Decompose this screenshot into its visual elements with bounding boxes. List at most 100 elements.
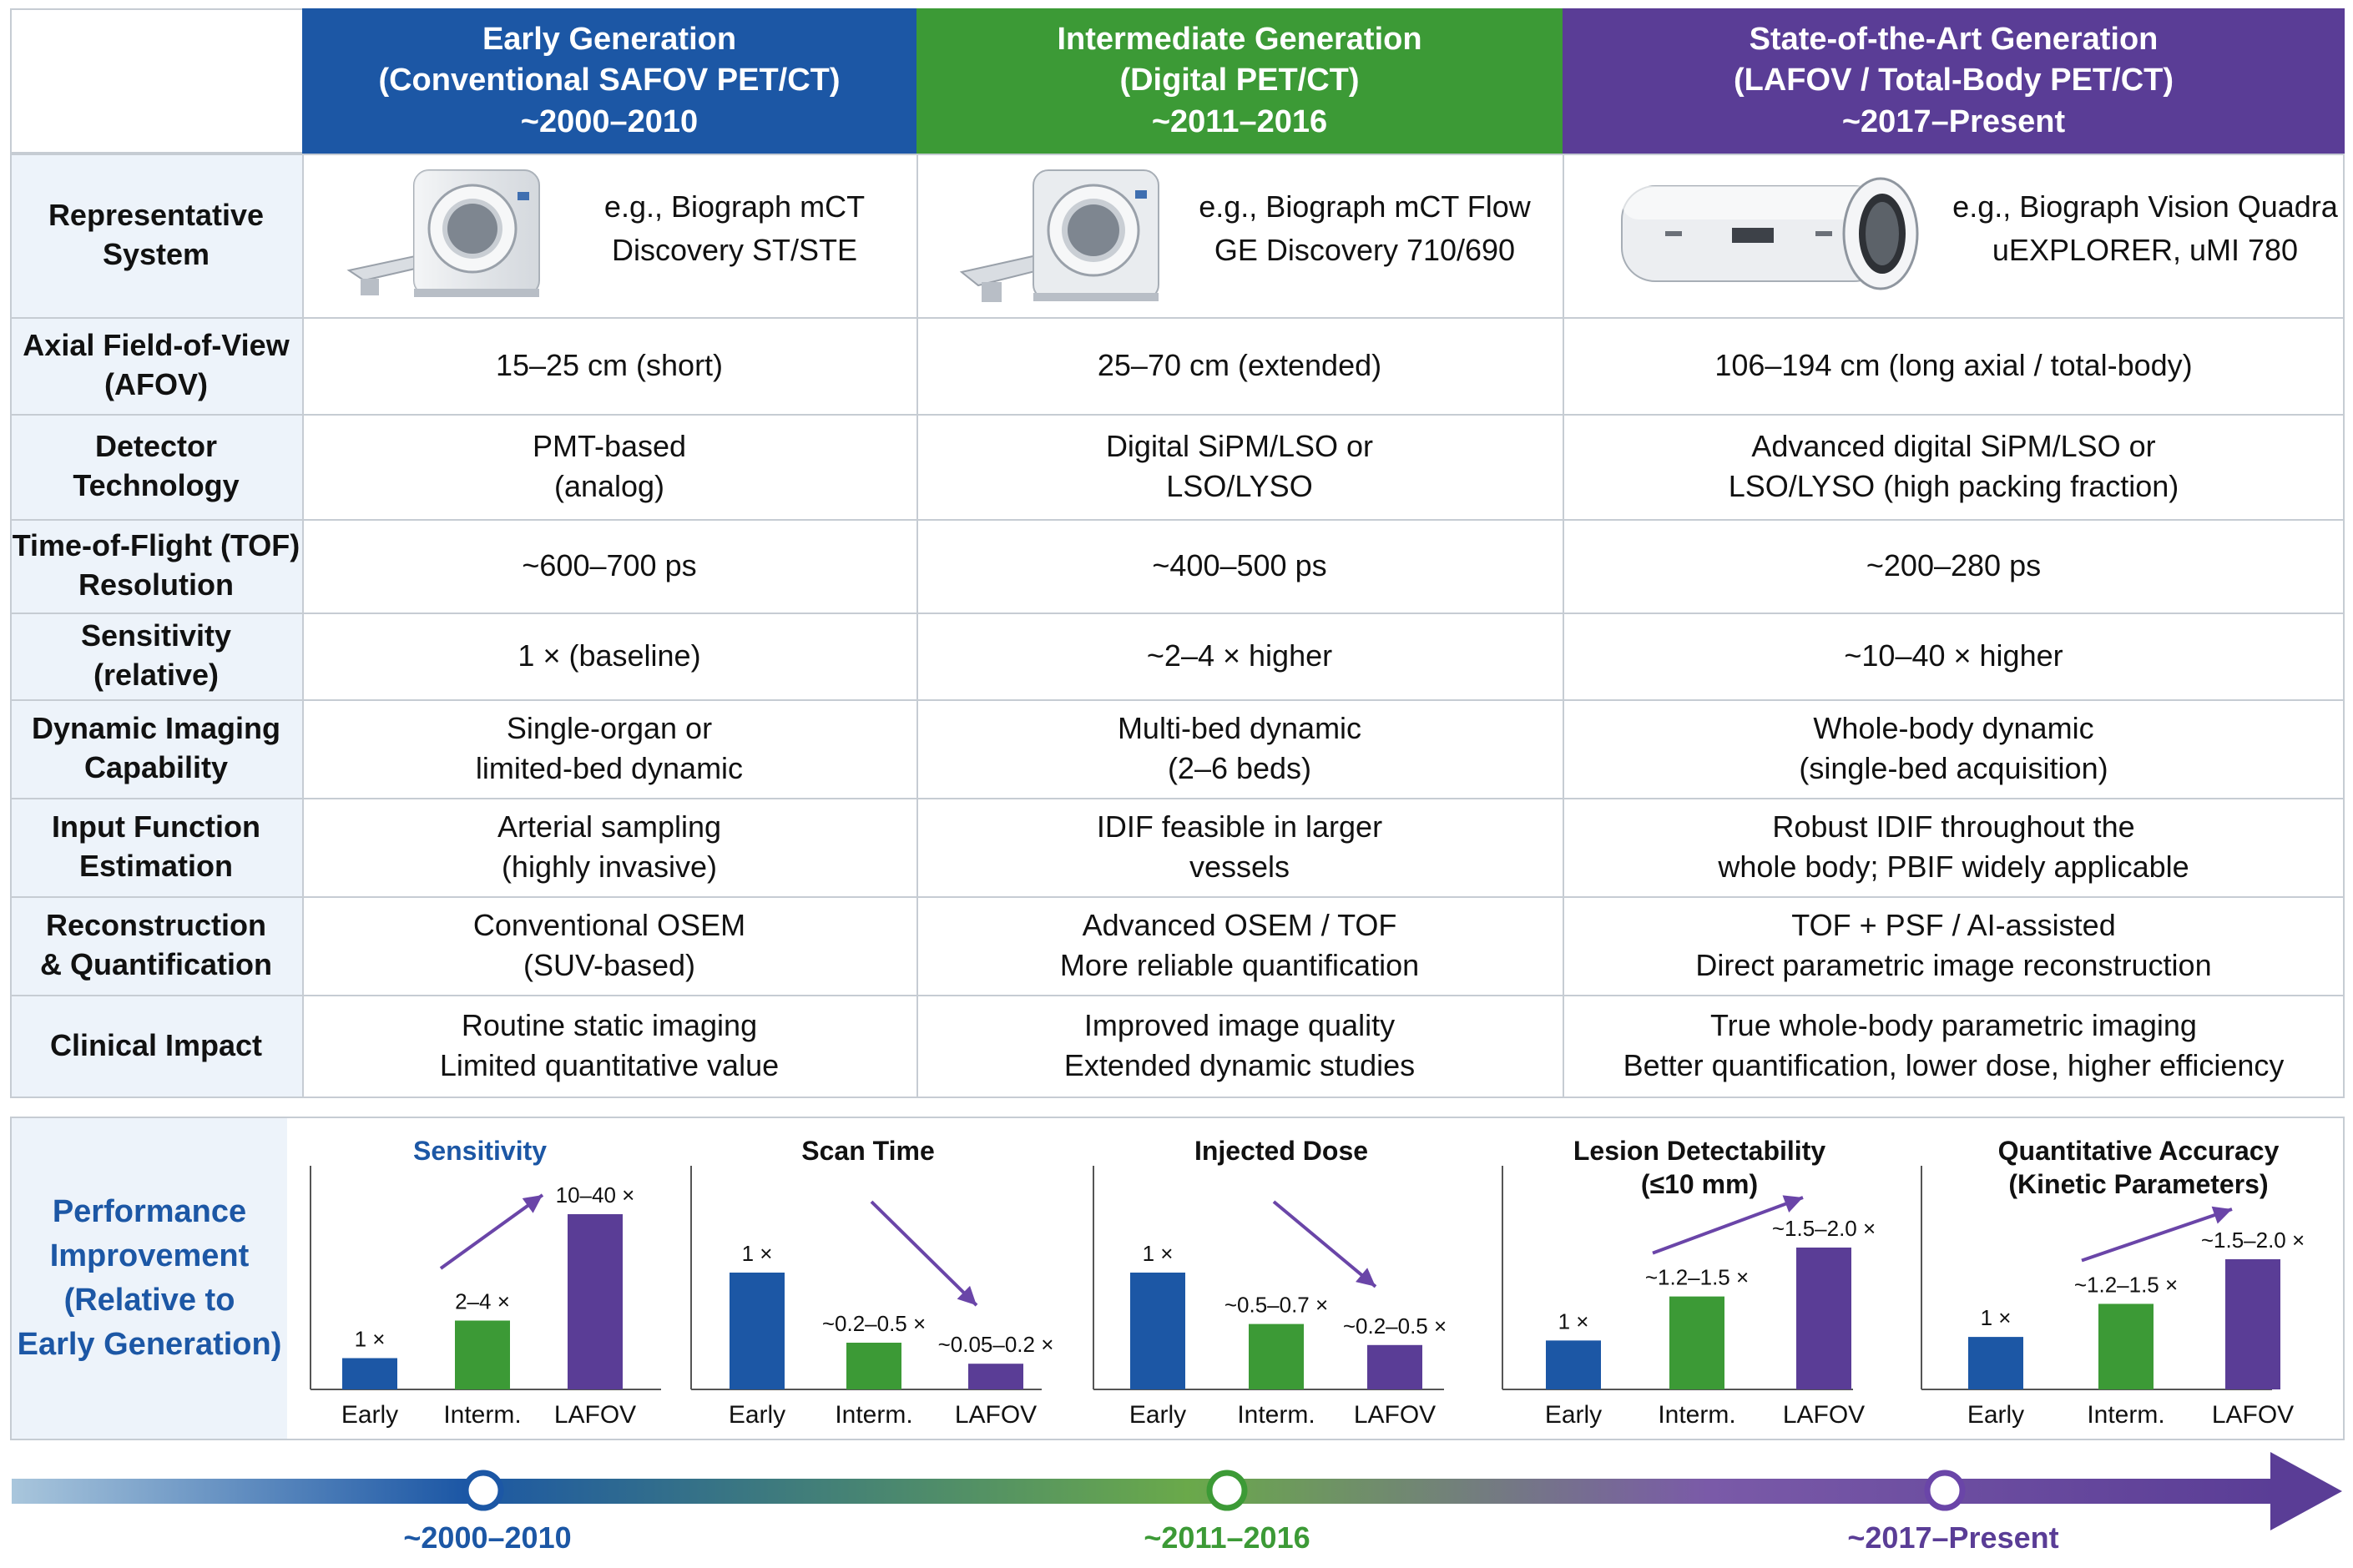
cell-dynamic-intermediate: Multi-bed dynamic (2–6 beds): [916, 699, 1563, 798]
chart-data-label: ~0.5–0.7 ×: [1224, 1293, 1328, 1318]
chart-tick-label: Interm.: [2087, 1401, 2164, 1429]
header-lafov-years: ~2017–Present: [1841, 103, 2066, 139]
cell-line: whole body; PBIF widely applicable: [1718, 850, 2189, 884]
header-intermediate-subtitle: (Digital PET/CT): [1119, 63, 1360, 98]
cell-dynamic-early: Single-organ or limited-bed dynamic: [302, 699, 916, 798]
chart-data-label: 1 ×: [742, 1241, 773, 1266]
header-intermediate: Intermediate Generation (Digital PET/CT)…: [916, 8, 1563, 154]
header-early-years: ~2000–2010: [520, 103, 699, 139]
chart-bar: [1130, 1273, 1185, 1389]
chart-data-label: ~1.2–1.5 ×: [2074, 1272, 2178, 1297]
chart-bar: [1546, 1340, 1601, 1389]
chart-bar: [455, 1320, 510, 1389]
timeline-marker-intermediate: [1206, 1470, 1248, 1511]
cell-line: True whole-body parametric imaging: [1710, 1008, 2197, 1043]
performance-label-line: (Relative to: [63, 1283, 235, 1318]
grid-line: [10, 699, 2345, 701]
cell-line: Arterial sampling: [497, 809, 722, 845]
chart-data-label: 1 ×: [1558, 1308, 1589, 1334]
chart-tick-label: Interm.: [1237, 1401, 1315, 1429]
cell-line: ~200–280 ps: [1866, 548, 2042, 583]
row-label-line: Clinical Impact: [49, 1027, 263, 1062]
performance-label-line: Improvement: [49, 1238, 250, 1273]
chart-bar: [568, 1214, 623, 1389]
row-label-line: Reconstruction: [45, 908, 267, 943]
cell-line: Robust IDIF throughout the: [1772, 809, 2135, 845]
row-label-input-function: Input Function Estimation: [10, 798, 302, 896]
trend-arrow-head: [2211, 1206, 2232, 1224]
row-label-line: System: [102, 237, 210, 271]
header-lafov-subtitle: (LAFOV / Total-Body PET/CT): [1733, 63, 2174, 98]
system-name-line: GE Discovery 710/690: [1214, 233, 1516, 268]
cell-line: More reliable quantification: [1059, 948, 1420, 982]
chart-tick-label: Early: [729, 1401, 785, 1429]
chart-title: Quantitative Accuracy: [1998, 1136, 2280, 1166]
chart-data-label: 2–4 ×: [455, 1289, 510, 1314]
timeline-label-lafov: ~2017–Present: [1847, 1520, 2059, 1555]
system-name-line: e.g., Biograph mCT: [603, 189, 866, 224]
row-label-detector: Detector Technology: [10, 414, 302, 519]
chart-tick-label: Early: [341, 1401, 398, 1429]
performance-label-box: Performance Improvement (Relative to Ear…: [12, 1118, 287, 1439]
chart-data-label: 1 ×: [1143, 1241, 1174, 1266]
cell-line: (analog): [553, 469, 665, 503]
cell-line: (single-bed acquisition): [1799, 751, 2108, 785]
cell-line: Conventional OSEM: [472, 908, 746, 943]
trend-arrow-head: [1356, 1268, 1376, 1287]
header-lafov: State-of-the-Art Generation (LAFOV / Tot…: [1563, 8, 2345, 154]
system-name-line: e.g., Biograph Vision Quadra: [1952, 189, 2338, 224]
row-label-line: & Quantification: [40, 947, 272, 981]
chart-title: (≤10 mm): [1641, 1169, 1758, 1199]
cell-line: Improved image quality: [1083, 1008, 1396, 1043]
row-label-line: Representative: [48, 198, 265, 233]
cell-line: Multi-bed dynamic: [1117, 711, 1362, 746]
row-label-line: Time-of-Flight (TOF): [12, 528, 300, 563]
row-label-line: Input Function: [52, 809, 260, 845]
cell-line: (SUV-based): [523, 948, 696, 982]
chart-tick-label: LAFOV: [1783, 1401, 1865, 1429]
chart-data-label: 1 ×: [1981, 1305, 2012, 1330]
cell-line: Better quantification, lower dose, highe…: [1623, 1048, 2285, 1082]
row-label-afov: Axial Field-of-View (AFOV): [10, 317, 302, 414]
cell-line: 1 × (baseline): [518, 638, 701, 673]
cell-line: (highly invasive): [501, 850, 718, 884]
header-early: Early Generation (Conventional SAFOV PET…: [302, 8, 916, 154]
header-corner: [10, 8, 302, 154]
chart-tick-label: Early: [1967, 1401, 2024, 1429]
chart-tick-label: Interm.: [1658, 1401, 1735, 1429]
cell-recon-intermediate: Advanced OSEM / TOF More reliable quanti…: [916, 896, 1563, 995]
grid-line: [10, 1097, 2345, 1098]
chart-tick-label: Early: [1129, 1401, 1186, 1429]
performance-label-line: Performance: [52, 1193, 247, 1229]
trend-arrow-head: [1782, 1195, 1803, 1213]
cell-line: Routine static imaging: [461, 1008, 758, 1043]
cell-afov-intermediate: 25–70 cm (extended): [916, 317, 1563, 414]
trend-arrow: [1652, 1196, 1804, 1255]
cell-clinical-intermediate: Improved image quality Extended dynamic …: [916, 995, 1563, 1097]
header-intermediate-years: ~2011–2016: [1151, 103, 1328, 139]
cell-sensitivity-lafov: ~10–40 × higher: [1563, 613, 2345, 699]
trend-arrow: [870, 1200, 978, 1307]
cell-line: LSO/LYSO (high packing fraction): [1728, 469, 2179, 503]
header-lafov-title: State-of-the-Art Generation: [1749, 21, 2159, 57]
cell-sensitivity-intermediate: ~2–4 × higher: [916, 613, 1563, 699]
cell-tof-intermediate: ~400–500 ps: [916, 519, 1563, 613]
row-label-line: Sensitivity: [80, 618, 232, 653]
row-label-dynamic-imaging: Dynamic Imaging Capability: [10, 699, 302, 798]
cell-line: Direct parametric image reconstruction: [1695, 948, 2212, 982]
cell-recon-lafov: TOF + PSF / AI-assisted Direct parametri…: [1563, 896, 2345, 995]
system-intermediate: e.g., Biograph mCT Flow GE Discovery 710…: [1185, 185, 1544, 272]
grid-line: [10, 154, 2345, 155]
chart-title: Lesion Detectability: [1573, 1136, 1826, 1166]
grid-line: [10, 519, 2345, 521]
cell-line: TOF + PSF / AI-assisted: [1791, 908, 2116, 943]
chart-data-label: ~0.2–0.5 ×: [1343, 1313, 1447, 1339]
chart-tick-label: LAFOV: [2212, 1401, 2294, 1429]
cell-line: (2–6 beds): [1167, 751, 1312, 785]
chart-tick-label: LAFOV: [955, 1401, 1037, 1429]
chart-bar: [1669, 1296, 1724, 1389]
row-label-line: Estimation: [78, 849, 234, 883]
cell-input-lafov: Robust IDIF throughout the whole body; P…: [1563, 798, 2345, 896]
cell-line: IDIF feasible in larger: [1096, 809, 1383, 845]
cell-dynamic-lafov: Whole-body dynamic (single-bed acquisiti…: [1563, 699, 2345, 798]
